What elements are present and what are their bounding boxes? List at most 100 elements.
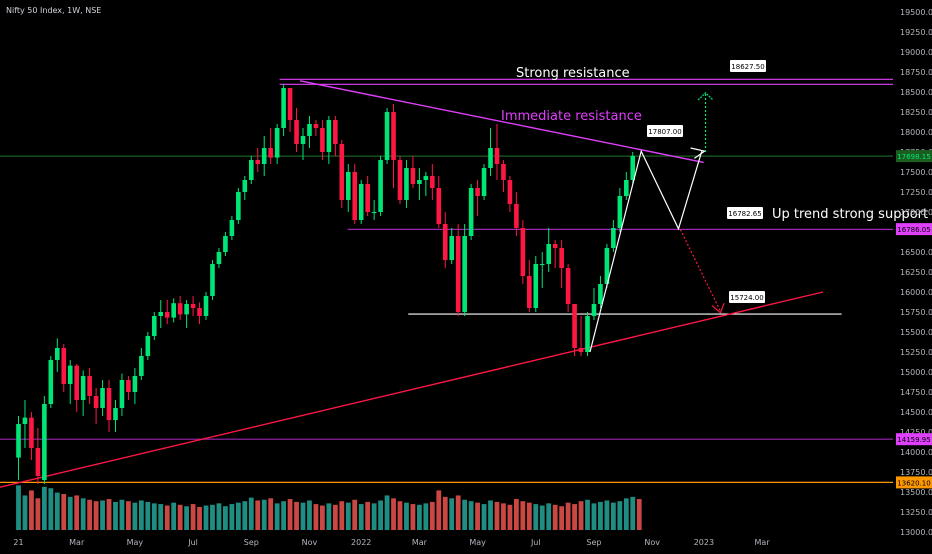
candle-body [145, 336, 151, 356]
volume-bar [423, 503, 429, 530]
volume-bar [462, 499, 468, 530]
candle-body [126, 380, 131, 392]
candle-body [190, 304, 196, 308]
candle-body [300, 136, 306, 144]
callout-17807: 17807.00 [647, 125, 683, 137]
candle-body [113, 408, 118, 420]
candle-body [371, 212, 377, 213]
volume-bar [352, 499, 358, 530]
y-tick-label: 18750.00 [900, 68, 932, 77]
candle-body [333, 120, 338, 144]
candle-body [598, 284, 603, 304]
volume-bar [268, 498, 274, 530]
candle-body [29, 417, 34, 448]
candle-body [546, 244, 552, 264]
candle-body [87, 376, 92, 396]
volume-bar [404, 502, 409, 530]
candle-body [93, 396, 99, 408]
volume-bar [358, 504, 364, 530]
upside-arrowhead [697, 91, 714, 101]
volume-bar [526, 502, 532, 530]
volume-bar [223, 506, 228, 530]
volume-bar [494, 501, 500, 530]
volume-bar [604, 500, 610, 530]
candle-body [539, 264, 545, 265]
volume-bar [598, 501, 603, 530]
candle-body [591, 304, 597, 316]
candle-body [404, 168, 409, 200]
candle-body [210, 264, 215, 296]
volume-bar [248, 497, 254, 530]
candle-body [171, 303, 176, 318]
candle-body [242, 180, 248, 192]
candle-body [61, 348, 67, 384]
callout-layer: 18627.50 17807.00 16782.65 15724.00 [647, 60, 766, 303]
price-badge [896, 223, 932, 236]
volume-bar [320, 505, 325, 530]
x-tick-label: May [127, 538, 144, 547]
volume-bar [216, 503, 222, 530]
volume-bar [294, 501, 299, 530]
volume-bar [242, 501, 248, 530]
x-tick-label: 2022 [351, 538, 371, 547]
callout-17807-text: 17807.00 [648, 128, 681, 136]
volume-bar [67, 496, 73, 530]
volume-bar [287, 499, 293, 530]
candle-body [442, 224, 448, 260]
strong-resistance-label: Strong resistance [516, 66, 630, 81]
candle-body [520, 228, 526, 276]
volume-bar [455, 495, 461, 530]
candle-body [54, 348, 60, 360]
volume-bar [16, 485, 21, 530]
volume-bar [378, 500, 383, 530]
volume-bar [48, 488, 54, 530]
candle-body [42, 404, 47, 480]
volume-bar [126, 501, 131, 530]
x-tick-label: Mar [412, 538, 428, 547]
volume-bar [138, 500, 144, 530]
volume-bar [533, 504, 539, 530]
volume-bar [481, 504, 487, 530]
annot-layer: Nifty 50 Index, 1W, NSE Strong resistanc… [6, 6, 928, 222]
volume-bar [468, 501, 474, 530]
candle-body [197, 308, 202, 316]
x-tick-label: Nov [302, 538, 318, 547]
volume-bar [410, 504, 416, 530]
y-tick-label: 15000.00 [900, 368, 932, 377]
volume-bar [339, 501, 345, 530]
volume-bar [539, 505, 545, 530]
downside-arrowhead [711, 302, 725, 314]
y-tick-label: 15750.00 [900, 308, 932, 317]
candle-body [35, 448, 41, 476]
volume-bar [281, 501, 287, 530]
y-tick-label: 14000.00 [900, 448, 932, 457]
candle-body [397, 160, 403, 200]
axis-layer: 13000.00 13250.00 13500.00 13750.00 14000.00… [13, 8, 932, 547]
candle-body [430, 176, 435, 188]
y-tick-label: 16500.00 [900, 248, 932, 257]
y-tick-label: 16250.00 [900, 268, 932, 277]
candle-body [578, 348, 584, 352]
candle-body [462, 236, 467, 312]
volume-bar [501, 503, 506, 530]
projection-path [589, 149, 703, 353]
y-tick-label: 14750.00 [900, 388, 932, 397]
y-tick-label: 19500.00 [900, 8, 932, 17]
candle-body [358, 184, 364, 220]
y-tick-label: 14500.00 [900, 408, 932, 417]
candle-body [514, 204, 519, 228]
volume-bar [61, 494, 67, 530]
candle-body [229, 220, 235, 236]
candle-body [74, 365, 79, 400]
candle-body [48, 360, 54, 404]
volume-bar [475, 502, 480, 530]
volume-bar [332, 504, 338, 530]
candle-body [617, 196, 623, 228]
x-tick-label: Mar [755, 538, 771, 547]
volume-bar [210, 504, 215, 530]
volume-bar [313, 504, 319, 530]
rising-trendline [0, 291, 824, 488]
volume-bar [300, 502, 306, 530]
